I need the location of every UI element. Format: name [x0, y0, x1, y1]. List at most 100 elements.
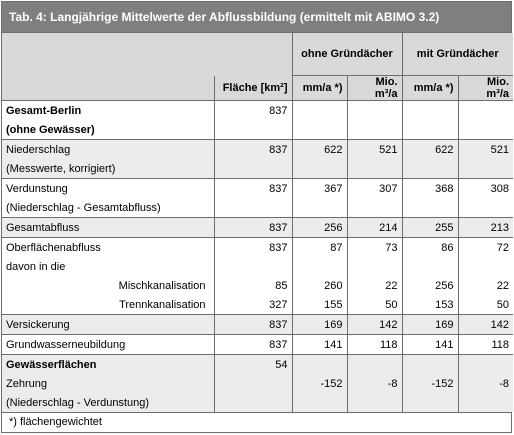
cell-flaeche	[213, 159, 292, 179]
row-label: (Messwerte, korrigiert)	[2, 159, 214, 179]
table-row: Mischkanalisation 85 260 22 256 22	[2, 276, 513, 295]
cell-v4: 118	[457, 334, 513, 355]
cell-v4: 22	[457, 276, 513, 295]
col-mio-mit: Mio. m³/a	[457, 75, 513, 101]
cell-v3	[401, 159, 458, 179]
cell-v4: 142	[457, 314, 513, 335]
cell-flaeche: 837	[213, 237, 292, 257]
cell-flaeche: 837	[213, 100, 292, 120]
table-row: (Messwerte, korrigiert)	[2, 159, 513, 179]
cell-v3	[401, 257, 458, 276]
cell-v2	[346, 198, 402, 218]
row-label: (Niederschlag - Verdunstung)	[2, 393, 214, 412]
cell-flaeche	[213, 198, 292, 218]
cell-v2: 118	[346, 334, 402, 355]
row-label: Zehrung	[2, 374, 214, 393]
cell-v4: 213	[457, 217, 513, 238]
row-label: Versickerung	[2, 314, 214, 335]
cell-v2: 521	[346, 139, 402, 159]
row-label: Niederschlag	[2, 139, 214, 159]
cell-v2: 307	[346, 178, 402, 198]
table-row: davon in die	[2, 257, 513, 276]
cell-v1	[291, 393, 347, 412]
cell-v1	[291, 257, 347, 276]
cell-v4	[457, 257, 513, 276]
data-table: ohne Gründächer mit Gründächer Fläche [k…	[2, 33, 513, 412]
row-label: Grundwasserneubildung	[2, 334, 214, 355]
cell-v2	[346, 120, 402, 140]
col-flaeche: Fläche [km²]	[213, 75, 292, 101]
row-label: Gesamtabfluss	[2, 217, 214, 238]
table-row: Trennkanalisation 327 155 50 153 50	[2, 295, 513, 315]
cell-v3: 153	[401, 295, 458, 315]
footnote: *) flächengewichtet	[2, 412, 511, 431]
row-label: Oberflächenabfluss	[2, 237, 214, 257]
cell-v2	[346, 100, 402, 120]
table-row: (Niederschlag - Verdunstung)	[2, 393, 513, 412]
table-row: (ohne Gewässer)	[2, 120, 513, 140]
cell-flaeche: 837	[213, 139, 292, 159]
cell-v1: 169	[291, 314, 347, 335]
cell-v3: 141	[401, 334, 458, 355]
cell-flaeche: 837	[213, 217, 292, 238]
cell-v3: 169	[401, 314, 458, 335]
cell-flaeche	[213, 120, 292, 140]
table-row: Gesamtabfluss 837 256 214 255 213	[2, 217, 513, 238]
cell-v1	[291, 354, 347, 374]
cell-v3: 622	[401, 139, 458, 159]
cell-v2	[346, 354, 402, 374]
cell-v4: -8	[457, 374, 513, 393]
table-row: (Niederschlag - Gesamtabfluss)	[2, 198, 513, 218]
group-ohne-gruendaecher: ohne Gründächer	[291, 33, 402, 76]
cell-v3: -152	[401, 374, 458, 393]
cell-v4: 72	[457, 237, 513, 257]
cell-v4	[457, 393, 513, 412]
cell-flaeche	[213, 257, 292, 276]
cell-v2: 22	[346, 276, 402, 295]
cell-v3: 256	[401, 276, 458, 295]
col-mma-ohne: mm/a *)	[291, 75, 347, 101]
table-title: Tab. 4: Langjährige Mittelwerte der Abfl…	[2, 2, 511, 33]
cell-v3	[401, 354, 458, 374]
cell-v1: 256	[291, 217, 347, 238]
row-label: Mischkanalisation	[2, 276, 214, 295]
cell-v2	[346, 159, 402, 179]
table-row: Oberflächenabfluss 837 87 73 86 72	[2, 237, 513, 257]
cell-v1	[291, 100, 347, 120]
cell-flaeche: 54	[213, 354, 292, 374]
cell-v4: 521	[457, 139, 513, 159]
cell-v2	[346, 257, 402, 276]
table-row: Niederschlag 837 622 521 622 521	[2, 139, 513, 159]
cell-v4	[457, 100, 513, 120]
row-label: (ohne Gewässer)	[2, 120, 214, 140]
cell-v1: 87	[291, 237, 347, 257]
cell-flaeche: 837	[213, 178, 292, 198]
cell-v2: 73	[346, 237, 402, 257]
row-label: Verdunstung	[2, 178, 214, 198]
cell-v3: 255	[401, 217, 458, 238]
col-mio-ohne: Mio. m³/a	[346, 75, 402, 101]
table-row: Versickerung 837 169 142 169 142	[2, 314, 513, 335]
cell-v4	[457, 354, 513, 374]
row-label: (Niederschlag - Gesamtabfluss)	[2, 198, 214, 218]
row-label: Trennkanalisation	[2, 295, 214, 315]
table-row: Zehrung -152 -8 -152 -8	[2, 374, 513, 393]
cell-v2: 214	[346, 217, 402, 238]
cell-v1: 622	[291, 139, 347, 159]
header-column-row: Fläche [km²] mm/a *) Mio. m³/a mm/a *) M…	[2, 75, 513, 101]
cell-v1: 260	[291, 276, 347, 295]
row-label: Gewässerflächen	[2, 354, 214, 374]
cell-v3	[401, 198, 458, 218]
cell-v3: 368	[401, 178, 458, 198]
cell-flaeche	[213, 374, 292, 393]
cell-v1: 367	[291, 178, 347, 198]
group-mit-gruendaecher: mit Gründächer	[401, 33, 513, 76]
table-row: Verdunstung 837 367 307 368 308	[2, 178, 513, 198]
cell-v2: 142	[346, 314, 402, 335]
row-label: davon in die	[2, 257, 214, 276]
row-label: Gesamt-Berlin	[2, 100, 214, 120]
cell-v2: 50	[346, 295, 402, 315]
table-row: Grundwasserneubildung 837 141 118 141 118	[2, 334, 513, 355]
cell-v2: -8	[346, 374, 402, 393]
